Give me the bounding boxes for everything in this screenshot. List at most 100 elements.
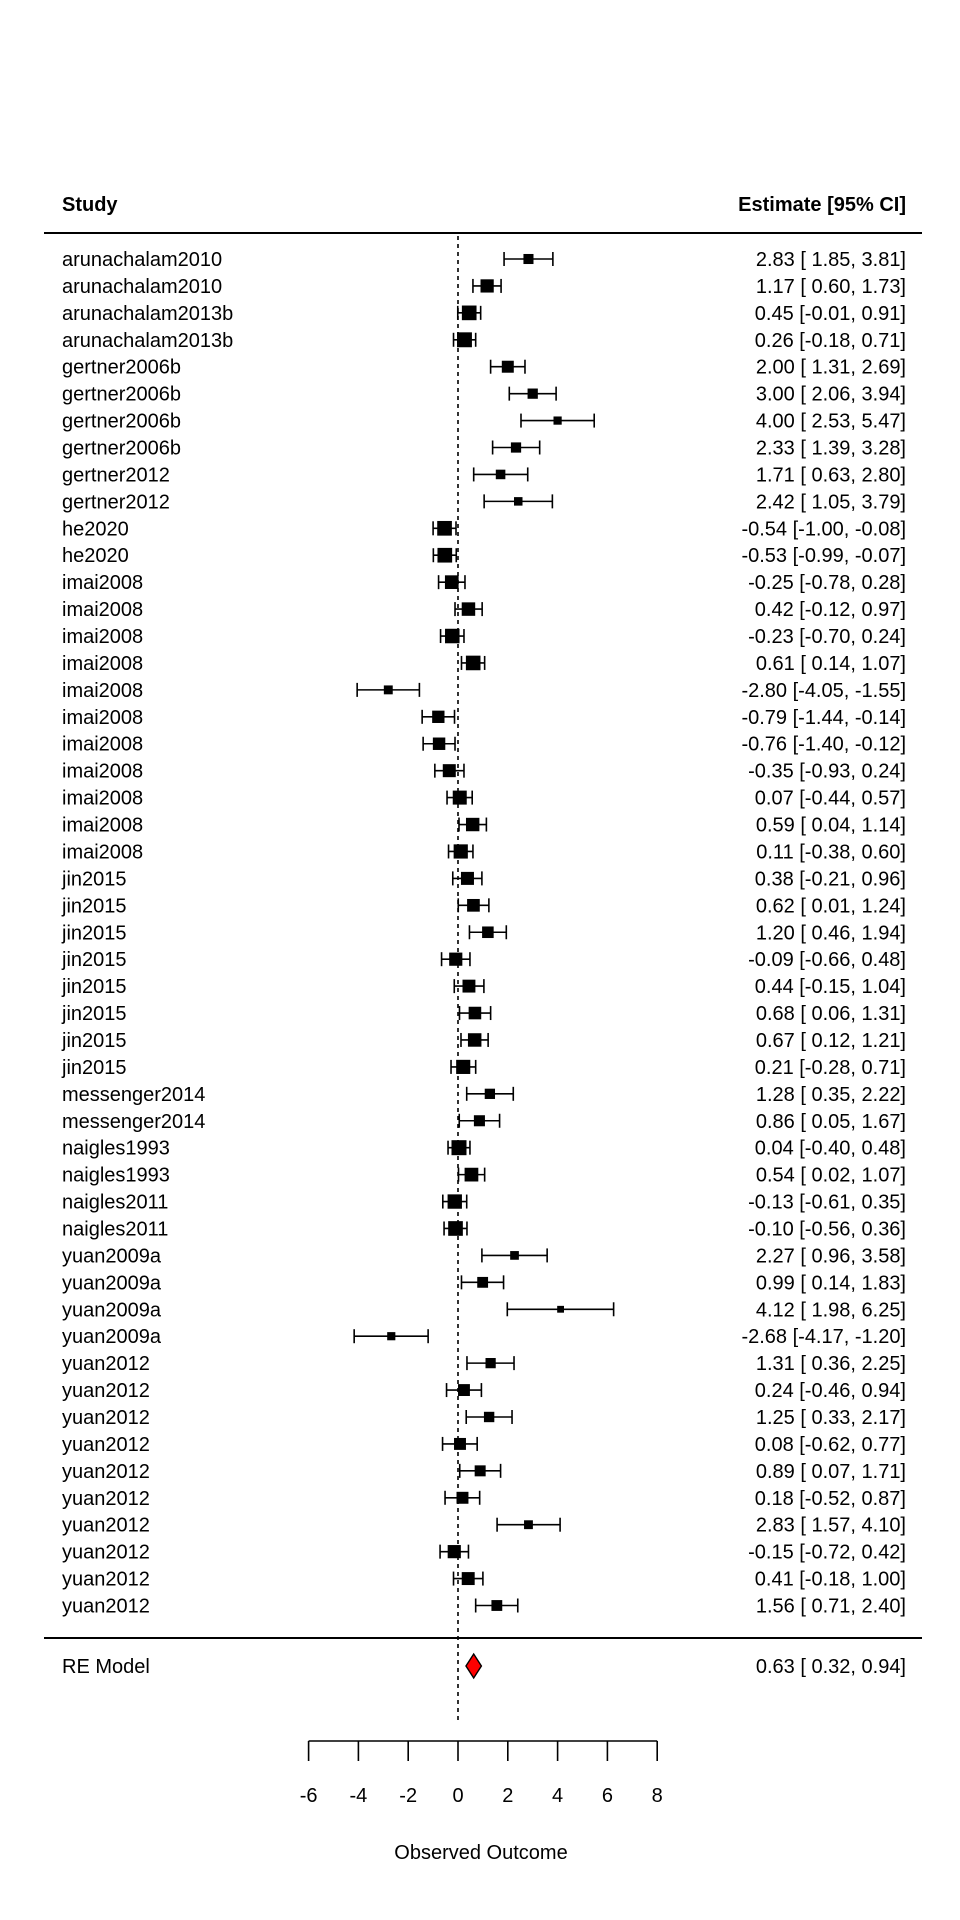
point-estimate <box>387 1332 396 1341</box>
point-estimate <box>461 305 477 321</box>
point-estimate <box>495 469 506 480</box>
point-estimate <box>449 952 463 966</box>
study-row: imai2008 -0.25 [-0.78, 0.28] <box>62 572 906 594</box>
point-estimate <box>445 628 460 644</box>
estimate-ci-text: 2.83 [ 1.57, 4.10] <box>756 1515 906 1537</box>
study-label: gertner2012 <box>62 491 170 513</box>
estimate-ci-text: -0.76 [-1.40, -0.12] <box>741 734 906 756</box>
point-estimate <box>456 1491 469 1504</box>
point-estimate <box>461 602 476 616</box>
study-label: naigles1993 <box>62 1165 170 1187</box>
estimate-ci-text: 0.45 [-0.01, 0.91] <box>755 303 906 325</box>
estimate-ci-text: 4.00 [ 2.53, 5.47] <box>756 411 906 433</box>
study-label: yuan2012 <box>62 1596 150 1618</box>
estimate-ci-text: 3.00 [ 2.06, 3.94] <box>756 384 906 406</box>
study-row: yuan2012 0.08 [-0.62, 0.77] <box>62 1434 906 1456</box>
estimate-ci-text: 2.00 [ 1.31, 2.69] <box>756 357 906 379</box>
study-label: imai2008 <box>62 841 143 863</box>
study-label: jin2015 <box>61 868 127 890</box>
estimate-ci-text: 4.12 [ 1.98, 6.25] <box>756 1299 906 1321</box>
point-estimate <box>553 416 562 425</box>
study-row: yuan2012 2.83 [ 1.57, 4.10] <box>62 1515 906 1537</box>
point-estimate <box>510 442 522 453</box>
estimate-ci-text: 0.18 [-0.52, 0.87] <box>755 1488 906 1510</box>
study-label: imai2008 <box>62 680 143 702</box>
study-row: gertner2006b 2.33 [ 1.39, 3.28] <box>62 438 906 460</box>
study-row: messenger2014 1.28 [ 0.35, 2.22] <box>62 1084 906 1106</box>
point-estimate <box>456 1059 471 1074</box>
point-estimate <box>523 253 534 265</box>
study-label: yuan2012 <box>62 1353 150 1375</box>
study-label: yuan2009a <box>62 1272 162 1294</box>
point-estimate <box>460 871 474 885</box>
study-label: jin2015 <box>61 949 127 971</box>
point-estimate <box>447 1194 462 1209</box>
estimate-ci-text: -2.68 [-4.17, -1.20] <box>741 1326 906 1348</box>
estimate-ci-text: 0.67 [ 0.12, 1.21] <box>756 1030 906 1052</box>
study-row: gertner2006b 2.00 [ 1.31, 2.69] <box>62 357 906 379</box>
study-label: yuan2009a <box>62 1245 162 1267</box>
study-label: yuan2012 <box>62 1542 150 1564</box>
point-estimate <box>437 547 453 563</box>
study-label: imai2008 <box>62 734 143 756</box>
study-row: messenger2014 0.86 [ 0.05, 1.67] <box>62 1111 906 1133</box>
point-estimate <box>465 655 481 671</box>
study-row: jin2015 0.44 [-0.15, 1.04] <box>61 976 906 998</box>
estimate-ci-text: 2.83 [ 1.85, 3.81] <box>756 249 906 271</box>
estimate-ci-text: 1.56 [ 0.71, 2.40] <box>756 1596 906 1618</box>
estimate-ci-text: -0.54 [-1.00, -0.08] <box>741 518 906 540</box>
x-tick-label: -2 <box>399 1785 417 1807</box>
point-estimate <box>477 1276 489 1288</box>
study-label: imai2008 <box>62 788 143 810</box>
summary-diamond <box>465 1652 483 1680</box>
estimate-ci-text: -0.09 [-0.66, 0.48] <box>748 949 906 971</box>
study-row: imai2008 0.11 [-0.38, 0.60] <box>62 841 906 863</box>
study-row: jin2015 0.38 [-0.21, 0.96] <box>61 868 906 890</box>
point-estimate <box>467 1033 482 1047</box>
point-estimate <box>447 1545 461 1559</box>
point-estimate <box>483 1411 495 1423</box>
point-estimate <box>485 1358 496 1369</box>
study-row: naigles2011 -0.10 [-0.56, 0.36] <box>62 1218 906 1240</box>
x-tick-label: 2 <box>502 1785 513 1807</box>
x-tick-label: -6 <box>300 1785 318 1807</box>
summary-label: RE Model <box>62 1656 150 1678</box>
study-row: jin2015 0.67 [ 0.12, 1.21] <box>61 1030 906 1052</box>
point-estimate <box>464 1167 479 1182</box>
study-row: yuan2009a -2.68 [-4.17, -1.20] <box>62 1326 906 1348</box>
study-label: yuan2009a <box>62 1299 162 1321</box>
estimate-ci-text: 1.28 [ 0.35, 2.22] <box>756 1084 906 1106</box>
study-row: jin2015 0.21 [-0.28, 0.71] <box>61 1057 906 1079</box>
point-estimate <box>514 497 523 506</box>
study-label: imai2008 <box>62 626 143 648</box>
study-label: yuan2012 <box>62 1515 150 1537</box>
point-estimate <box>432 710 445 723</box>
study-row: yuan2012 0.89 [ 0.07, 1.71] <box>62 1461 906 1483</box>
estimate-ci-text: 1.71 [ 0.63, 2.80] <box>756 464 906 486</box>
study-label: yuan2012 <box>62 1380 150 1402</box>
point-estimate <box>437 520 452 536</box>
study-label: imai2008 <box>62 815 143 837</box>
x-axis-label: Observed Outcome <box>394 1842 567 1864</box>
study-row: yuan2012 1.25 [ 0.33, 2.17] <box>62 1407 906 1429</box>
estimate-ci-text: 0.11 [-0.38, 0.60] <box>756 841 906 863</box>
study-row: jin2015 0.68 [ 0.06, 1.31] <box>61 1003 906 1025</box>
study-label: gertner2006b <box>62 357 181 379</box>
study-row: yuan2009a 4.12 [ 1.98, 6.25] <box>62 1299 906 1321</box>
estimate-ci-text: 0.38 [-0.21, 0.96] <box>755 868 906 890</box>
point-estimate <box>432 737 446 750</box>
estimate-ci-text: 0.24 [-0.46, 0.94] <box>755 1380 906 1402</box>
study-label: imai2008 <box>62 572 143 594</box>
estimate-ci-text: 0.07 [-0.44, 0.57] <box>755 788 906 810</box>
study-row: imai2008 0.42 [-0.12, 0.97] <box>62 599 906 621</box>
estimate-ci-text: 1.20 [ 0.46, 1.94] <box>756 922 906 944</box>
study-label: messenger2014 <box>62 1111 205 1133</box>
study-row: jin2015 1.20 [ 0.46, 1.94] <box>61 922 906 944</box>
study-row: naigles2011 -0.13 [-0.61, 0.35] <box>62 1192 906 1214</box>
study-label: jin2015 <box>61 1030 127 1052</box>
study-label: gertner2006b <box>62 411 181 433</box>
point-estimate <box>461 1572 475 1586</box>
study-row: yuan2012 0.41 [-0.18, 1.00] <box>62 1569 906 1591</box>
study-row: yuan2012 0.18 [-0.52, 0.87] <box>62 1488 906 1510</box>
estimate-ci-text: -2.80 [-4.05, -1.55] <box>741 680 906 702</box>
